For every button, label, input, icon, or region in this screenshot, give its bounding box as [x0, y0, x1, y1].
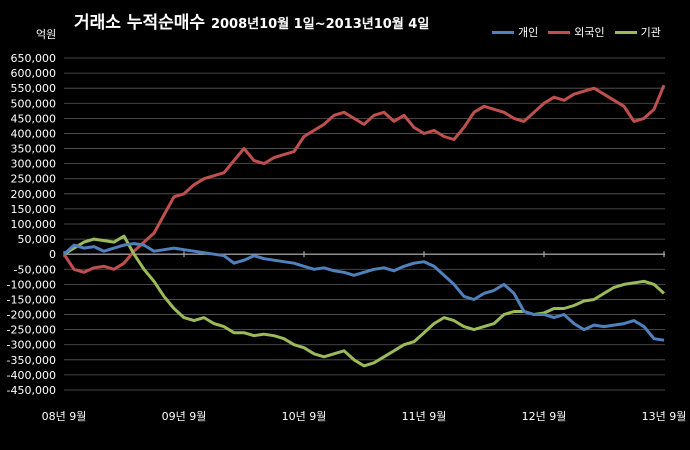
x-axis: 08년 9월 09년 9월 10년 9월 11년 9월 12년 9월 13년 9월 [42, 251, 687, 423]
x-tick-label: 09년 9월 [162, 410, 207, 423]
legend-item-foreign: 외국인 [548, 24, 605, 40]
x-tick-label: 10년 9월 [282, 410, 327, 423]
y-tick-label: 300,000 [11, 158, 57, 171]
y-tick-label: 600,000 [11, 67, 57, 80]
title-period: 2008년10월 1일~2013년10월 4일 [210, 17, 430, 32]
y-tick-label: -400,000 [7, 369, 56, 382]
y-tick-label: 50,000 [18, 233, 57, 246]
legend-swatch-foreign [548, 30, 571, 34]
series-line-foreign [62, 84, 666, 274]
y-tick-label: -350,000 [7, 354, 56, 367]
y-tick-label: 0 [49, 248, 56, 261]
y-axis-unit-label: 억원 [36, 28, 57, 41]
y-axis: -450,000 -400,000 -350,000 -300,000 -250,000… [7, 52, 56, 397]
legend-label-institution: 기관 [640, 26, 661, 39]
y-tick-label: 400,000 [11, 127, 57, 140]
title-main: 거래소 누적순매수 [74, 13, 206, 33]
y-tick-label: 450,000 [11, 112, 57, 125]
legend: 개인 외국인 기관 [492, 24, 661, 40]
y-tick-label: 250,000 [11, 173, 57, 186]
y-tick-label: 500,000 [11, 97, 57, 110]
grid-lines [64, 57, 665, 391]
legend-swatch-individual [492, 30, 514, 34]
legend-swatch-institution [614, 30, 637, 34]
chart-title: 거래소 누적순매수 2008년10월 1일~2013년10월 4일 [74, 8, 429, 33]
y-tick-label: -300,000 [7, 339, 56, 352]
y-tick-label: 150,000 [11, 203, 57, 216]
legend-label-foreign: 외국인 [574, 26, 605, 39]
legend-item-individual: 개인 [492, 24, 538, 40]
legend-label-individual: 개인 [518, 26, 539, 39]
y-tick-label: -250,000 [7, 324, 56, 337]
y-tick-label: -450,000 [7, 384, 56, 397]
series-line-individual [62, 242, 665, 342]
series-line-institution [63, 234, 666, 368]
y-tick-label: -100,000 [7, 278, 56, 291]
x-tick-label: 08년 9월 [42, 410, 87, 423]
series-lines [62, 84, 666, 368]
y-tick-label: -150,000 [7, 293, 56, 306]
y-tick-label: -200,000 [7, 309, 56, 322]
y-tick-label: -50,000 [14, 263, 56, 276]
x-tick-label: 12년 9월 [522, 410, 567, 423]
y-tick-label: 650,000 [11, 52, 57, 65]
y-tick-label: 200,000 [11, 188, 57, 201]
y-tick-label: 100,000 [11, 218, 57, 231]
legend-item-institution: 기관 [614, 24, 661, 40]
x-tick-label: 13년 9월 [642, 410, 687, 423]
y-tick-label: 350,000 [11, 143, 57, 156]
x-tick-label: 11년 9월 [402, 410, 447, 423]
y-tick-label: 550,000 [11, 82, 57, 95]
